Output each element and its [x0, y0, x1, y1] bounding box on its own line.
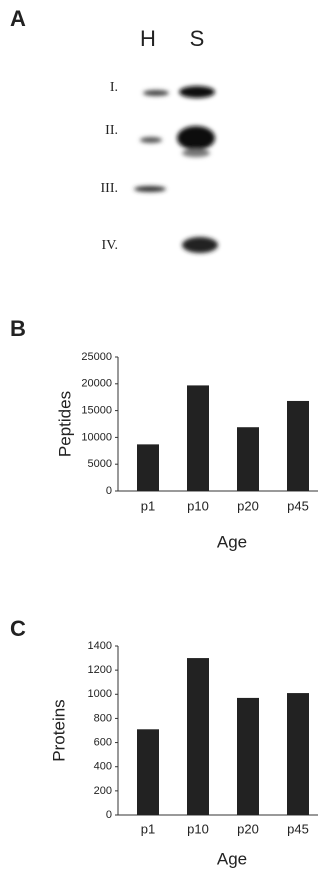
band: [179, 86, 215, 98]
band: [140, 137, 162, 143]
y-tick-label: 25000: [81, 351, 112, 363]
y-axis-title: Peptides: [55, 391, 74, 457]
x-tick-label: p1: [141, 498, 155, 513]
row-label: IV.: [102, 238, 118, 253]
lane-label: H: [140, 26, 156, 51]
bar: [237, 427, 259, 491]
y-tick-label: 10000: [81, 431, 112, 443]
figure: A H S I. II. III. IV. B Peptides Age 0 5000 1…: [0, 0, 322, 870]
x-axis-title: Age: [217, 849, 247, 868]
row-label: I.: [110, 80, 118, 95]
y-tick-label: 1200: [88, 664, 112, 676]
y-tick-label: 800: [94, 712, 112, 724]
x-tick-label: p45: [287, 821, 309, 836]
y-tick-label: 0: [106, 809, 112, 821]
band: [143, 90, 169, 96]
x-tick-label: p45: [287, 498, 309, 513]
y-tick-label: 5000: [88, 458, 112, 470]
bar: [187, 385, 209, 491]
row-label: II.: [105, 123, 118, 138]
x-axis-title: Age: [217, 532, 247, 551]
y-tick-label: 1000: [88, 688, 112, 700]
y-tick-label: 20000: [81, 378, 112, 390]
x-tick-label: p1: [141, 821, 155, 836]
x-tick-label: p10: [187, 821, 209, 836]
bar: [187, 658, 209, 815]
x-tick-label: p20: [237, 498, 259, 513]
lane-label: S: [190, 26, 205, 51]
y-tick-label: 1400: [88, 640, 112, 652]
bar: [137, 444, 159, 491]
bar: [287, 693, 309, 815]
y-tick-label: 15000: [81, 405, 112, 417]
band: [182, 149, 210, 157]
blot-panel: A H S I. II. III. IV.: [10, 6, 218, 253]
row-label: III.: [101, 181, 119, 196]
panel-label: A: [10, 6, 26, 31]
bar: [137, 729, 159, 815]
bar: [237, 698, 259, 815]
y-tick-label: 200: [94, 785, 112, 797]
x-tick-label: p20: [237, 821, 259, 836]
y-tick-label: 0: [106, 485, 112, 497]
band: [134, 186, 166, 192]
panel-label: B: [10, 316, 26, 341]
band: [182, 237, 218, 253]
band: [177, 126, 215, 150]
x-tick-label: p10: [187, 498, 209, 513]
bands: [134, 86, 218, 253]
y-tick-label: 600: [94, 736, 112, 748]
y-tick-label: 400: [94, 761, 112, 773]
panel-label: C: [10, 616, 26, 641]
bar: [287, 401, 309, 491]
y-axis-title: Proteins: [49, 699, 68, 761]
